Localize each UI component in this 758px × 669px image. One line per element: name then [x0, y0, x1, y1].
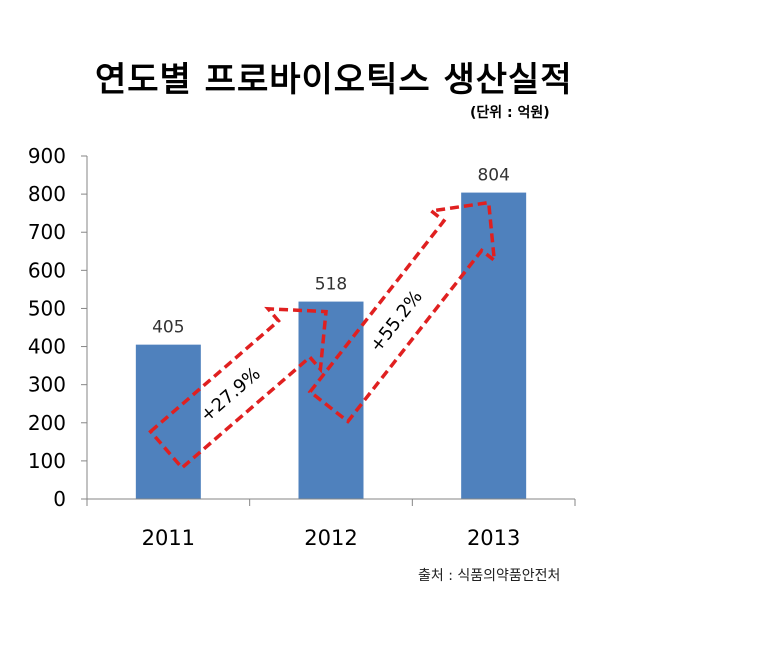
bars	[135, 192, 527, 499]
y-tick-label: 800	[28, 182, 66, 206]
y-tick-label: 300	[28, 373, 66, 397]
chart-title: 연도별 프로바이오틱스 생산실적	[95, 60, 573, 100]
y-tick-label: 0	[53, 487, 66, 511]
x-tick-label-2011: 2011	[142, 526, 195, 550]
data-label-2012: 518	[315, 275, 347, 295]
bar-2013	[461, 192, 527, 499]
y-tick-label: 900	[28, 144, 66, 168]
y-tick-label: 200	[28, 411, 66, 435]
x-axis-ticks: 2011 2012 2013	[142, 526, 521, 550]
y-axis-ticks: 0 100 200 300 400 500 600 700 800 900	[28, 144, 87, 511]
y-tick-label: 600	[28, 258, 66, 282]
y-tick-label: 100	[28, 449, 66, 473]
bar-2012	[298, 301, 364, 499]
source-note: 출처 : 식품의약품안전처	[418, 568, 561, 584]
y-tick-label: 400	[28, 335, 66, 359]
bar-2011	[135, 344, 201, 499]
axes	[86, 156, 576, 506]
growth-label-2: +55.2%	[366, 286, 427, 356]
data-labels: 405 518 804	[152, 166, 510, 338]
unit-label: (단위 : 억원)	[470, 105, 550, 121]
growth-arrow-1	[148, 306, 328, 471]
x-tick-label-2012: 2012	[304, 526, 357, 550]
x-tick-label-2013: 2013	[467, 526, 520, 550]
data-label-2013: 804	[477, 166, 509, 186]
y-tick-label: 700	[28, 220, 66, 244]
y-tick-label: 500	[28, 296, 66, 320]
growth-label-1: +27.9%	[196, 363, 264, 426]
data-label-2011: 405	[152, 318, 184, 338]
